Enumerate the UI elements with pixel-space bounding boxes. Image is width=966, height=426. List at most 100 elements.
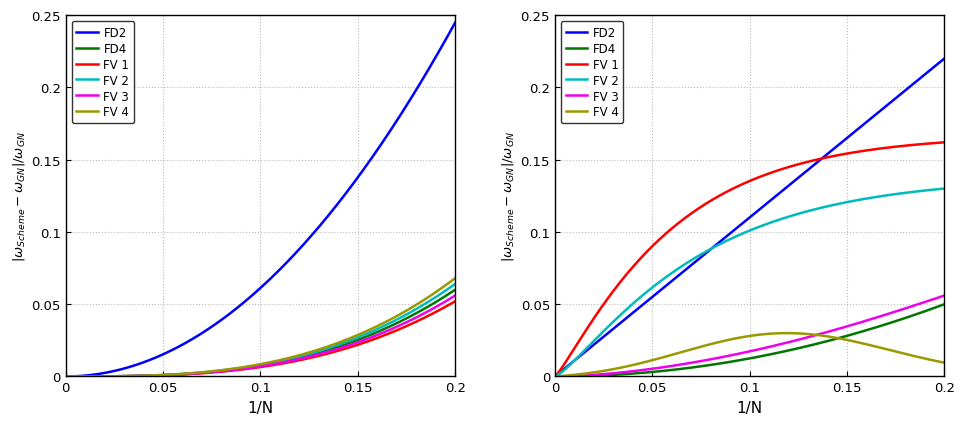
FV 2	[569, 358, 581, 363]
FD4	[80, 374, 92, 379]
FD4	[939, 302, 951, 307]
FV 3	[927, 297, 939, 302]
FV 3	[738, 350, 750, 355]
FD2	[60, 374, 71, 379]
Legend: FD2, FD4, FV 1, FV 2, FV 3, FV 4: FD2, FD4, FV 1, FV 2, FV 3, FV 4	[71, 22, 134, 124]
FD2	[239, 299, 250, 305]
FV 1	[939, 141, 951, 146]
Y-axis label: $|\omega_{Scheme}-\omega_{GN}|/\omega_{GN}$: $|\omega_{Scheme}-\omega_{GN}|/\omega_{G…	[500, 131, 517, 262]
FV 1	[80, 374, 92, 379]
Y-axis label: $|\omega_{Scheme}-\omega_{GN}|/\omega_{GN}$: $|\omega_{Scheme}-\omega_{GN}|/\omega_{G…	[12, 131, 27, 262]
FV 3	[728, 352, 740, 357]
FV 3	[438, 300, 449, 305]
FV 4	[438, 284, 449, 289]
FV 2	[438, 290, 449, 295]
FV 1	[738, 181, 750, 187]
FV 4	[728, 337, 740, 342]
FV 1	[927, 141, 939, 147]
Line: FD4: FD4	[66, 290, 455, 377]
FV 2	[60, 374, 71, 379]
FD2	[366, 155, 378, 160]
FD2	[927, 66, 939, 71]
FV 1	[438, 305, 449, 311]
FV 3	[239, 366, 250, 371]
FD4	[438, 295, 449, 300]
FV 3	[60, 374, 71, 379]
FV 1	[239, 367, 250, 372]
FV 2	[449, 282, 461, 287]
FD4	[438, 295, 449, 300]
FD2	[738, 220, 750, 225]
FD2	[549, 374, 560, 379]
FD4	[549, 374, 560, 379]
FV 4	[781, 331, 792, 336]
FD2	[939, 57, 951, 62]
FV 2	[249, 363, 261, 368]
FV 2	[927, 188, 939, 193]
FV 2	[549, 374, 560, 379]
Line: FD2: FD2	[554, 59, 945, 377]
FV 4	[939, 360, 951, 366]
Legend: FD2, FD4, FV 1, FV 2, FV 3, FV 4: FD2, FD4, FV 1, FV 2, FV 3, FV 4	[561, 22, 623, 124]
FV 4	[438, 285, 449, 290]
FV 3	[80, 374, 92, 379]
FV 2	[438, 290, 449, 295]
FV 4	[60, 374, 71, 379]
FV 3	[569, 374, 581, 379]
FV 1	[449, 299, 461, 304]
FD2	[728, 228, 740, 233]
FV 3	[549, 374, 560, 379]
FD2	[249, 291, 261, 296]
FD4	[366, 332, 378, 337]
FV 1	[366, 337, 378, 343]
FV 2	[738, 231, 750, 236]
FD4	[738, 357, 750, 362]
FV 1	[438, 305, 449, 311]
FD2	[438, 42, 449, 47]
FD4	[449, 288, 461, 293]
FV 4	[927, 358, 939, 363]
Line: FV 2: FV 2	[66, 284, 455, 377]
FD4	[60, 374, 71, 379]
FV 4	[549, 374, 560, 379]
Line: FV 4: FV 4	[554, 333, 945, 377]
FD2	[80, 373, 92, 378]
FV 4	[569, 372, 581, 377]
FV 4	[927, 358, 939, 363]
FV 3	[366, 334, 378, 340]
FV 3	[449, 293, 461, 298]
FV 3	[856, 320, 867, 325]
FV 4	[738, 334, 750, 340]
FV 4	[449, 276, 461, 281]
FV 2	[80, 374, 92, 379]
FV 2	[927, 188, 939, 193]
FV 1	[60, 374, 71, 379]
Line: FV 3: FV 3	[66, 296, 455, 377]
FD2	[927, 66, 939, 71]
FV 4	[239, 365, 250, 370]
FV 3	[939, 293, 951, 298]
FV 1	[249, 366, 261, 371]
FV 4	[249, 363, 261, 368]
FV 3	[927, 297, 939, 302]
FD2	[449, 21, 461, 26]
Line: FV 2: FV 2	[554, 189, 945, 377]
Line: FV 1: FV 1	[66, 302, 455, 377]
FV 1	[856, 149, 867, 154]
FD2	[438, 41, 449, 46]
FV 2	[366, 329, 378, 334]
FD4	[728, 359, 740, 364]
FD4	[927, 306, 939, 311]
FV 1	[569, 345, 581, 351]
X-axis label: 1/N: 1/N	[247, 400, 273, 415]
Line: FV 4: FV 4	[66, 279, 455, 377]
FV 1	[927, 141, 939, 147]
FD2	[856, 124, 867, 130]
FV 2	[856, 197, 867, 202]
FV 2	[239, 365, 250, 370]
FD4	[856, 329, 867, 334]
FV 3	[249, 365, 261, 370]
FV 4	[856, 341, 867, 346]
FV 2	[939, 187, 951, 192]
FV 4	[366, 326, 378, 331]
